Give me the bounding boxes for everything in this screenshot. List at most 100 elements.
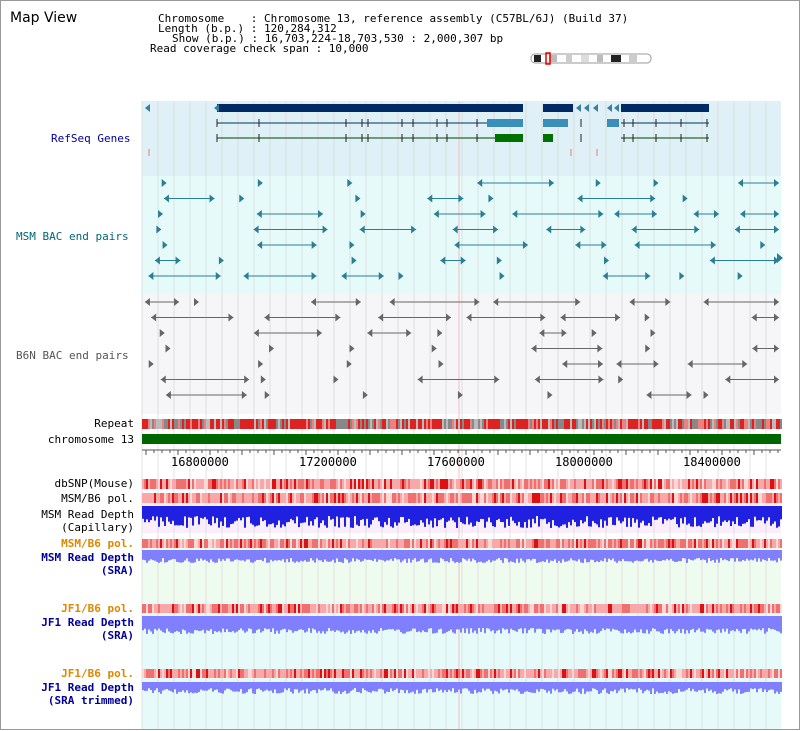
dbsnp-cell	[358, 479, 360, 489]
msm-depth-cap-bar	[526, 506, 528, 528]
msm-pol-cell	[232, 493, 234, 503]
jf1-pol2-cell	[594, 669, 596, 678]
msm-depth-sra-bar	[148, 550, 150, 561]
dbsnp-cell	[694, 479, 696, 489]
jf1-pol-cell	[206, 604, 208, 613]
msm-bac-end	[546, 225, 552, 234]
track-label-chromosome[interactable]: chromosome 13	[47, 433, 134, 446]
jf1-depth-trim-bar	[734, 682, 736, 690]
jf1-depth-trim-bar	[144, 682, 146, 691]
track-label-refseq-genes[interactable]: RefSeq Genes	[51, 132, 131, 145]
jf1-depth-trim-bar	[194, 682, 196, 693]
track-label-jf1-depth-trimmed[interactable]: JF1 Read Depth	[41, 681, 134, 694]
msm-depth-cap-bar	[198, 506, 200, 525]
jf1-pol-cell	[428, 604, 430, 613]
jf1-pol-cell	[422, 604, 424, 613]
track-label-jf1-b6-pol[interactable]: JF1/B6 pol.	[61, 602, 134, 615]
track-label-dbsnp[interactable]: dbSNP(Mouse)	[54, 477, 134, 490]
track-label-msm-b6-pol-2[interactable]: MSM/B6 pol.	[61, 537, 134, 550]
jf1-pol-cell	[768, 604, 770, 613]
msm-pol2-cell	[320, 539, 322, 548]
repeat-segment	[716, 419, 718, 429]
jf1-pol-cell	[474, 604, 476, 613]
msm-pol-cell	[630, 493, 632, 503]
msm-pol2-cell	[198, 539, 200, 548]
jf1-depth-sra-bar	[658, 616, 660, 632]
jf1-pol-cell	[300, 604, 302, 613]
dbsnp-cell	[296, 479, 298, 489]
msm-depth-sra-bar	[642, 550, 644, 561]
msm-pol-cell	[496, 493, 498, 503]
jf1-pol-cell	[334, 604, 336, 613]
track-label-msm-bac[interactable]: MSM BAC end pairs	[16, 230, 129, 243]
msm-pol-cell	[336, 493, 338, 503]
track-label-b6n-bac[interactable]: B6N BAC end pairs	[16, 349, 129, 362]
jf1-depth-trim-bar	[690, 682, 692, 692]
b6n-bac-end	[531, 344, 537, 353]
track-label-jf1-b6-pol-2[interactable]: JF1/B6 pol.	[61, 667, 134, 680]
jf1-pol-cell	[180, 604, 182, 613]
msm-depth-cap-bar	[740, 506, 742, 527]
dbsnp-cell	[216, 479, 218, 489]
dbsnp-cell	[170, 479, 172, 489]
msm-depth-sra-bar	[358, 550, 360, 560]
jf1-pol2-cell	[574, 669, 576, 678]
jf1-depth-sra-bar	[450, 616, 452, 630]
jf1-pol-cell	[302, 604, 304, 613]
msm-depth-sra-bar	[596, 550, 598, 562]
jf1-depth-trim-bar	[300, 682, 302, 691]
jf1-pol-cell	[348, 604, 350, 613]
track-label-msm-b6-pol[interactable]: MSM/B6 pol.	[61, 492, 134, 505]
msm-depth-cap-bar	[406, 506, 408, 522]
repeat-segment	[438, 419, 440, 429]
jf1-depth-sra-bar	[566, 616, 568, 629]
jf1-pol2-cell	[304, 669, 306, 678]
jf1-depth-trim-bar	[732, 682, 734, 692]
repeat-segment	[412, 419, 414, 429]
jf1-depth-sra-bar	[758, 616, 760, 629]
jf1-depth-sra-bar	[364, 616, 366, 633]
jf1-pol2-cell	[226, 669, 228, 678]
msm-depth-cap-bar	[202, 506, 204, 519]
msm-pol2-cell	[438, 539, 440, 548]
msm-pol2-cell	[440, 539, 442, 548]
repeat-segment	[444, 419, 446, 429]
b6n-bac-end	[494, 375, 500, 384]
jf1-depth-sra-bar	[780, 616, 782, 634]
msm-pol-cell	[544, 493, 546, 503]
jf1-pol-cell	[400, 604, 402, 613]
msm-depth-sra-bar	[250, 550, 252, 563]
jf1-depth-sra-bar	[564, 616, 566, 631]
msm-pol2-cell	[744, 539, 746, 548]
track-label-repeat[interactable]: Repeat	[94, 417, 134, 430]
msm-pol2-cell	[332, 539, 334, 548]
repeat-segment	[686, 419, 688, 429]
jf1-pol-cell	[152, 604, 154, 613]
jf1-depth-sra-bar	[418, 616, 420, 632]
jf1-pol-cell	[238, 604, 240, 613]
track-label-jf1-depth-sra[interactable]: JF1 Read Depth	[41, 616, 134, 629]
gene-arrow	[584, 104, 589, 112]
msm-pol-cell	[226, 493, 228, 503]
repeat-segment	[186, 419, 188, 429]
msm-depth-cap-bar	[694, 506, 696, 518]
jf1-pol2-cell	[566, 669, 568, 678]
msm-pol-cell	[180, 493, 182, 503]
jf1-depth-trim-bar	[694, 682, 696, 692]
jf1-depth-trim-bar	[286, 682, 288, 691]
repeat-segment	[266, 419, 268, 429]
dbsnp-cell	[356, 479, 358, 489]
msm-pol2-cell	[338, 539, 340, 548]
jf1-pol-cell	[562, 604, 564, 613]
jf1-depth-trim-bar	[658, 682, 660, 694]
track-label-msm-depth-sra[interactable]: MSM Read Depth	[41, 551, 134, 564]
msm-depth-sra-bar	[738, 550, 740, 562]
dbsnp-cell	[388, 479, 390, 489]
track-label-msm-depth-capillary[interactable]: MSM Read Depth	[41, 508, 134, 521]
repeat-segment	[146, 419, 148, 429]
dbsnp-cell	[558, 479, 560, 489]
msm-pol-cell	[294, 493, 296, 503]
repeat-segment	[684, 419, 686, 429]
